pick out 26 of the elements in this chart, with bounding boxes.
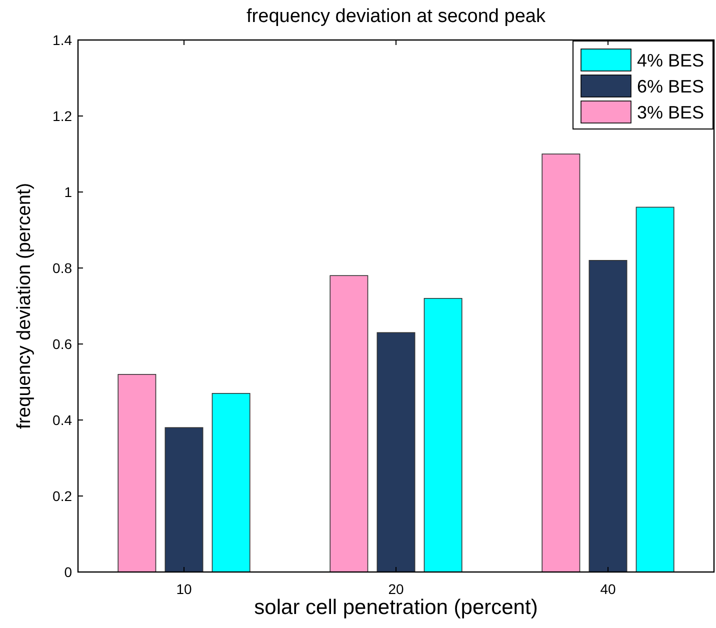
- y-tick-label: 0.4: [52, 412, 72, 428]
- x-tick-label: 10: [176, 581, 192, 597]
- x-tick-label: 40: [600, 581, 616, 597]
- bar: [118, 374, 156, 572]
- bar: [636, 206, 674, 572]
- y-tick-label: 1.4: [52, 32, 72, 48]
- bar: [424, 298, 462, 572]
- y-tick-label: 1: [64, 184, 72, 200]
- x-tick-label: 20: [388, 581, 404, 597]
- x-axis-title: solar cell penetration (percent): [254, 596, 538, 619]
- bar: [588, 260, 628, 572]
- legend-label: 3% BES: [637, 102, 704, 122]
- bar: [542, 154, 580, 572]
- chart-title: frequency deviation at second peak: [246, 6, 546, 27]
- bar: [330, 275, 368, 572]
- y-tick-label: 0.2: [52, 488, 72, 504]
- legend-label: 4% BES: [637, 50, 704, 70]
- legend-label: 6% BES: [637, 76, 704, 96]
- y-tick-label: 0: [64, 564, 72, 580]
- y-tick-label: 0.6: [52, 336, 72, 352]
- bar: [164, 427, 204, 572]
- y-tick-label: 0.8: [52, 260, 72, 276]
- y-axis-title: frequency deviation (percent): [14, 182, 35, 430]
- y-tick-label: 1.2: [52, 108, 72, 124]
- bar: [376, 332, 416, 572]
- bar: [212, 393, 250, 572]
